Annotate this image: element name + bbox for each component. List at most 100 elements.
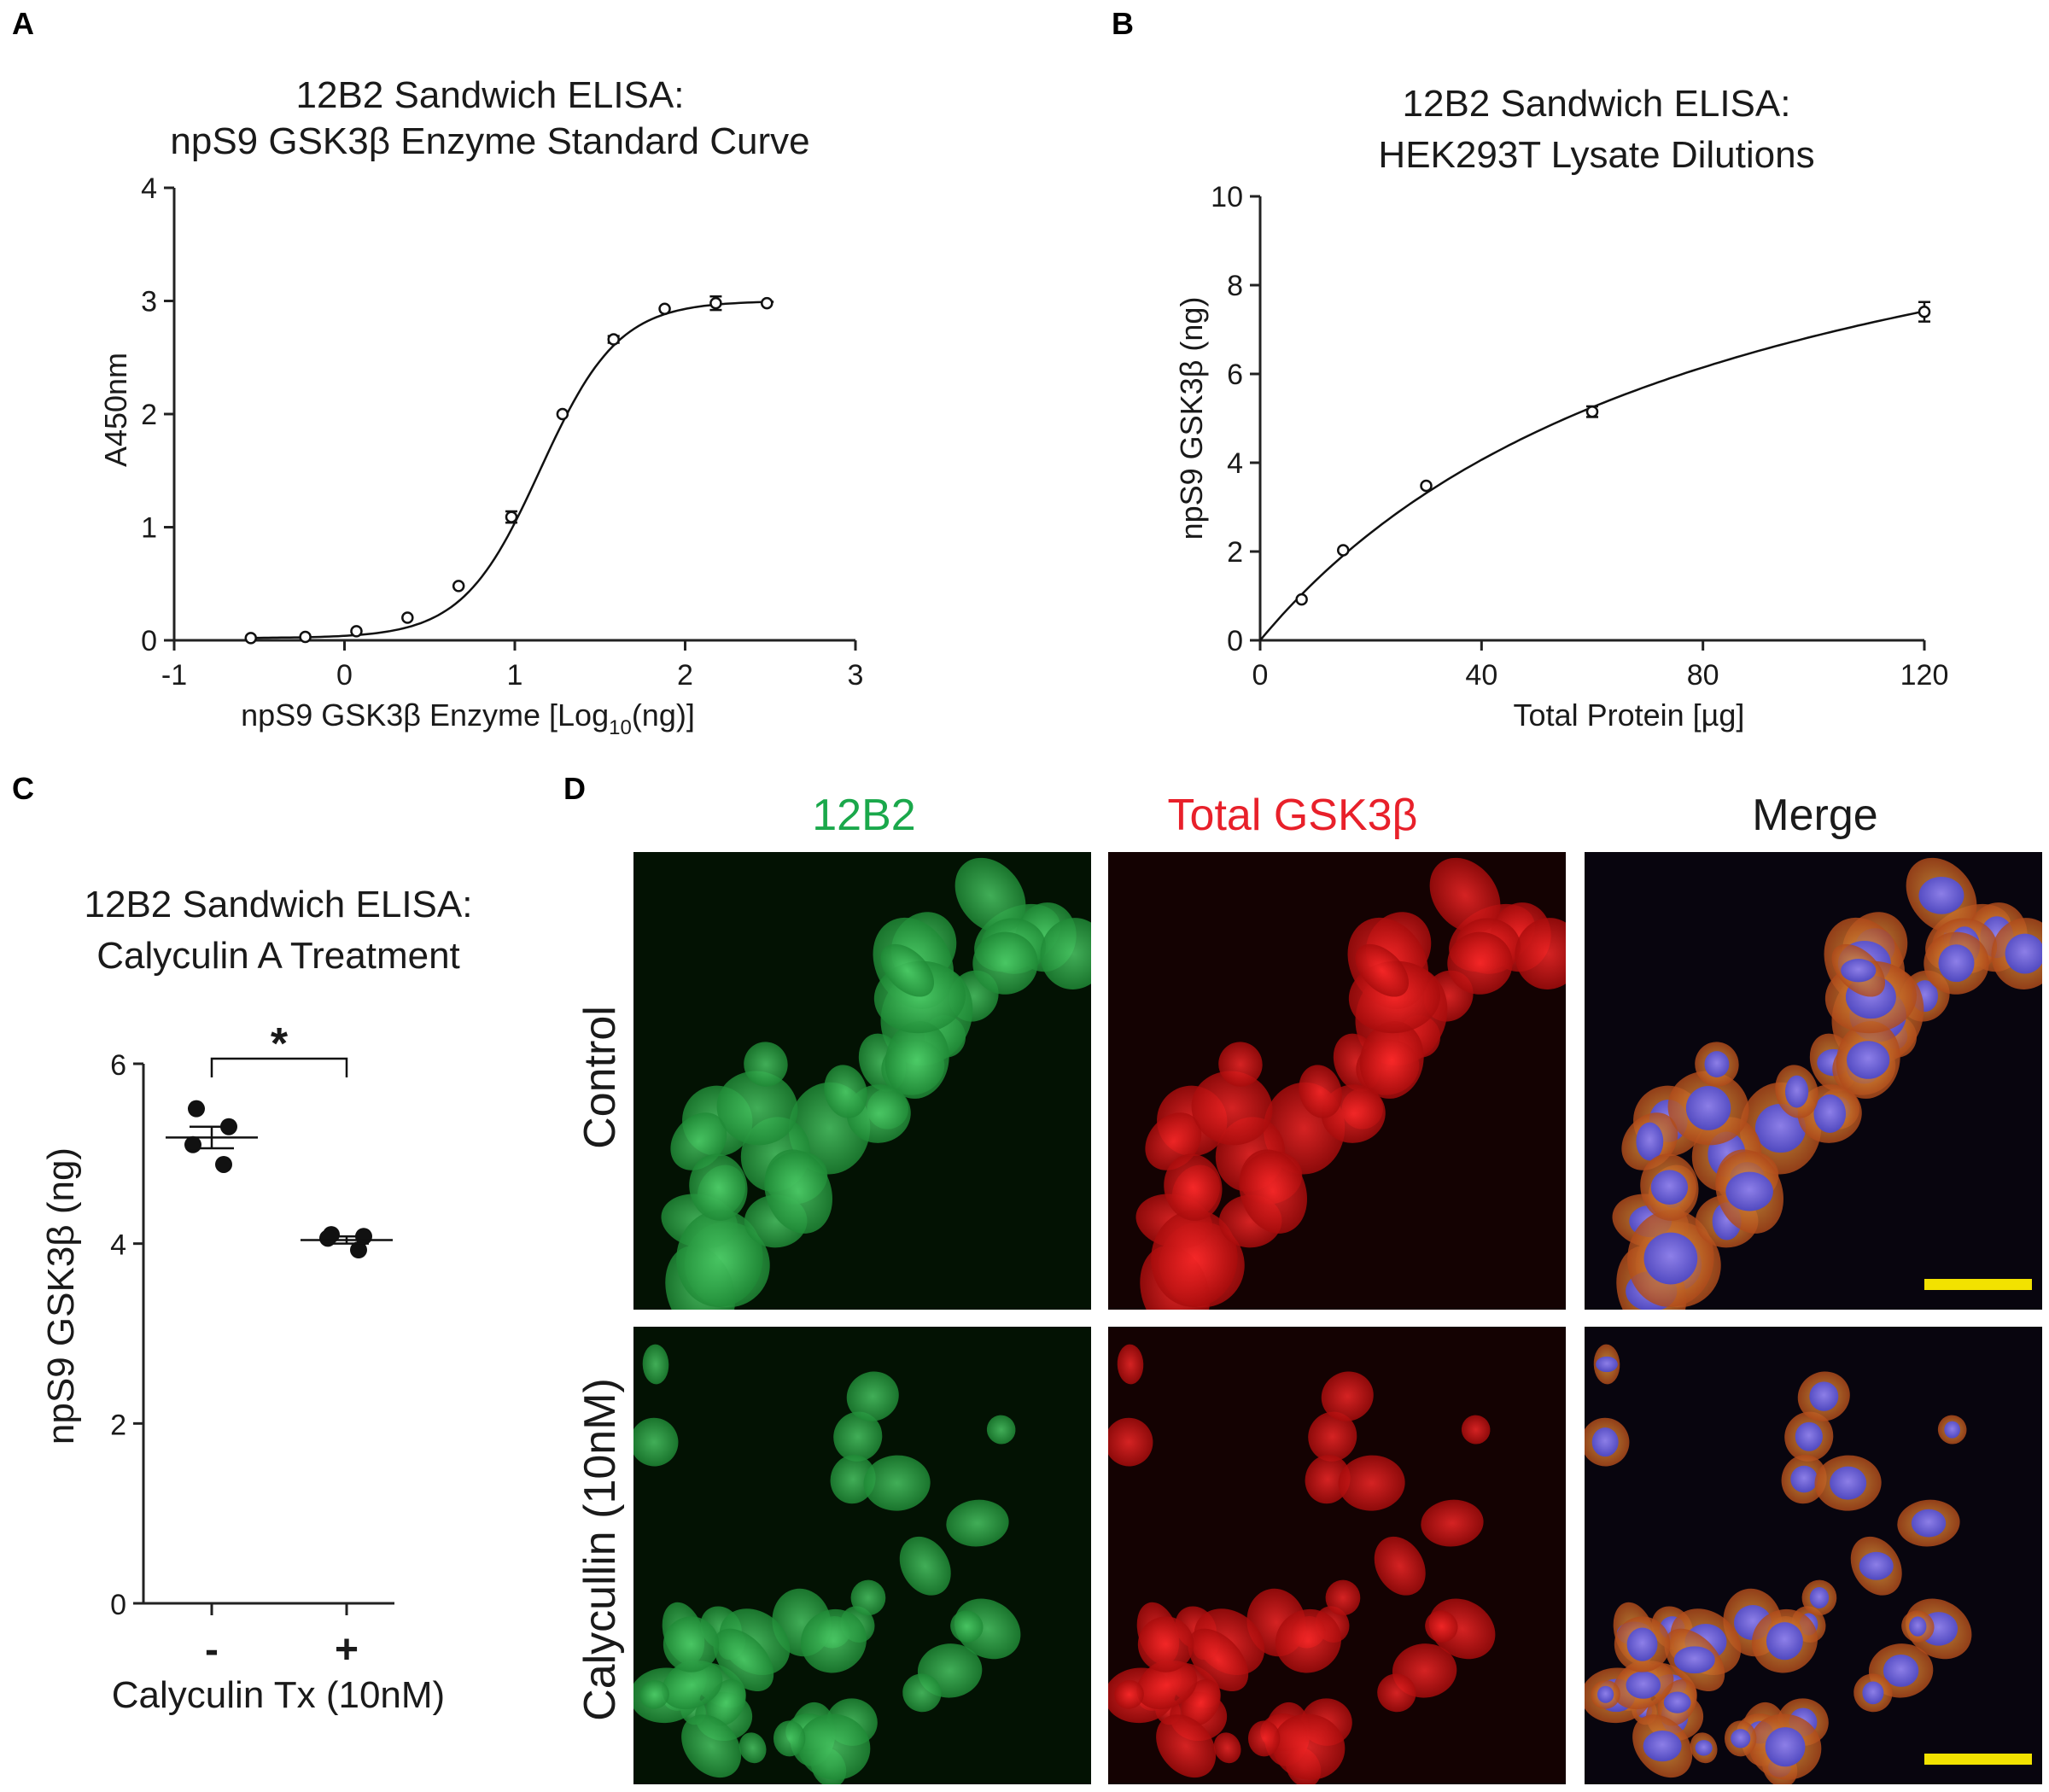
cell — [846, 1371, 899, 1421]
panel-c-category-label: - — [205, 1627, 219, 1672]
cell — [1188, 1628, 1249, 1692]
cell — [1321, 1371, 1374, 1421]
panel-b-data-point — [1420, 479, 1433, 493]
panel-b-x-tick-label: 80 — [1687, 659, 1719, 692]
cell-nucleus — [1766, 1622, 1803, 1661]
cell — [880, 943, 935, 997]
cell — [681, 1714, 742, 1778]
panel-a-x-tick-label: -1 — [161, 659, 187, 692]
panel-c-data-point — [215, 1155, 232, 1173]
cell-nucleus — [1597, 1685, 1614, 1703]
panel-a-y-axis-label: A450nm — [98, 353, 133, 467]
column-label-merge: Merge — [1752, 791, 1877, 840]
micrograph-green-calycullin — [633, 1327, 1091, 1784]
scale-bar — [1924, 1754, 2032, 1765]
panel-c-title-line-2: Calyculin A Treatment — [96, 935, 460, 977]
micrograph-merge-control — [1585, 852, 2042, 1310]
cell-nucleus — [1911, 1509, 1947, 1538]
cell — [738, 1732, 767, 1764]
cell-nucleus — [1704, 1051, 1730, 1077]
micrograph-green-control — [633, 852, 1091, 1310]
panel-c-y-tick-label: 6 — [110, 1049, 126, 1082]
cell — [1164, 1153, 1223, 1221]
cell — [1239, 1149, 1307, 1234]
cell-nucleus — [1944, 1421, 1961, 1439]
panel-a-title-line-1: 12B2 Sandwich ELISA: — [296, 74, 685, 116]
cell-nucleus — [1643, 1232, 1698, 1285]
scale-bar — [1924, 1279, 2032, 1290]
panel-b-plot: 0 2 4 6 8 10 0 40 80 120 — [1211, 181, 1948, 692]
cell-nucleus — [1795, 1421, 1823, 1451]
panel-a-data-point — [658, 302, 671, 316]
panel-c-category-label: + — [335, 1627, 359, 1672]
panel-b-y-tick-label: 2 — [1227, 536, 1243, 569]
cell-nucleus — [1918, 876, 1964, 914]
cell — [1299, 1065, 1342, 1118]
panel-letter-d: D — [563, 771, 586, 806]
panel-c-data-point — [350, 1241, 367, 1259]
row-label-calycullin: Calycullin (10nM) — [575, 1378, 625, 1721]
panel-a-data-point — [299, 630, 312, 644]
panel-a-data-point — [401, 611, 414, 624]
column-label-total-gsk3b: Total GSK3β — [1168, 791, 1418, 840]
panel-a-data-point — [607, 333, 620, 346]
cell-nucleus — [1591, 1427, 1619, 1457]
cell-nucleus — [1626, 1671, 1661, 1699]
cell — [1429, 857, 1501, 933]
panel-letter-a: A — [12, 6, 34, 41]
cell-nucleus — [1909, 1616, 1927, 1637]
cell — [830, 1455, 876, 1504]
panel-a-y-tick-label: 4 — [141, 172, 157, 205]
cell — [773, 1720, 806, 1757]
cell-nucleus — [1695, 1740, 1713, 1756]
panel-a-x-tick-label: 3 — [848, 659, 864, 692]
panel-c-title-line-1: 12B2 Sandwich ELISA: — [85, 884, 473, 925]
panel-b-y-tick-label: 0 — [1227, 625, 1243, 657]
cell-nucleus — [1663, 1691, 1691, 1713]
panel-a-data-point — [556, 407, 569, 421]
panel-b-x-tick-label: 120 — [1900, 659, 1949, 692]
panel-c-y-tick-label: 0 — [110, 1589, 126, 1621]
cell — [1247, 1720, 1281, 1757]
cell-nucleus — [1650, 1170, 1689, 1205]
cell — [899, 1536, 951, 1596]
panel-c-y-axis-label: npS9 GSK3β (ng) — [40, 1147, 82, 1445]
cell-nucleus — [1790, 1465, 1818, 1493]
cell-nucleus — [1725, 1171, 1773, 1211]
cell-nucleus — [1784, 1075, 1809, 1108]
cell — [1151, 1209, 1238, 1307]
cell — [744, 1042, 788, 1087]
cell-nucleus — [1830, 1466, 1867, 1500]
panel-c-y-tick-label: 4 — [110, 1229, 126, 1262]
cell — [972, 931, 1038, 995]
cell — [863, 1455, 931, 1511]
cell — [633, 1417, 679, 1467]
panel-letter-b: B — [1112, 6, 1134, 41]
panel-letter-c: C — [12, 771, 34, 806]
cell — [1308, 1411, 1357, 1462]
cell — [850, 1579, 886, 1616]
cell — [954, 857, 1026, 933]
panel-a-title-line-2: npS9 GSK3β Enzyme Standard Curve — [170, 120, 809, 162]
panel-b-x-tick-label: 40 — [1465, 659, 1497, 692]
cell-nucleus — [1626, 1627, 1658, 1661]
panel-a-x-tick-label: 2 — [677, 659, 693, 692]
cell — [689, 1153, 748, 1221]
row-label-control: Control — [575, 1006, 625, 1149]
panel-b-x-axis-label: Total Protein [µg] — [1514, 698, 1745, 733]
cell — [1108, 1417, 1153, 1467]
panel-b-data-point — [1337, 544, 1350, 557]
panel-c-plot: 0 2 4 6 - + * — [110, 1019, 394, 1672]
cell — [1338, 1455, 1405, 1511]
cell — [713, 1628, 774, 1692]
cell-nucleus — [1841, 959, 1877, 983]
panel-c-y-tick-label: 2 — [110, 1409, 126, 1441]
panel-c-significance-star: * — [271, 1019, 289, 1069]
cell — [716, 1071, 798, 1146]
panel-c-data-point — [184, 1135, 201, 1153]
panel-a-y-tick-label: 1 — [141, 512, 157, 545]
panel-b-data-point — [1918, 305, 1931, 318]
cell-nucleus — [2005, 933, 2042, 974]
